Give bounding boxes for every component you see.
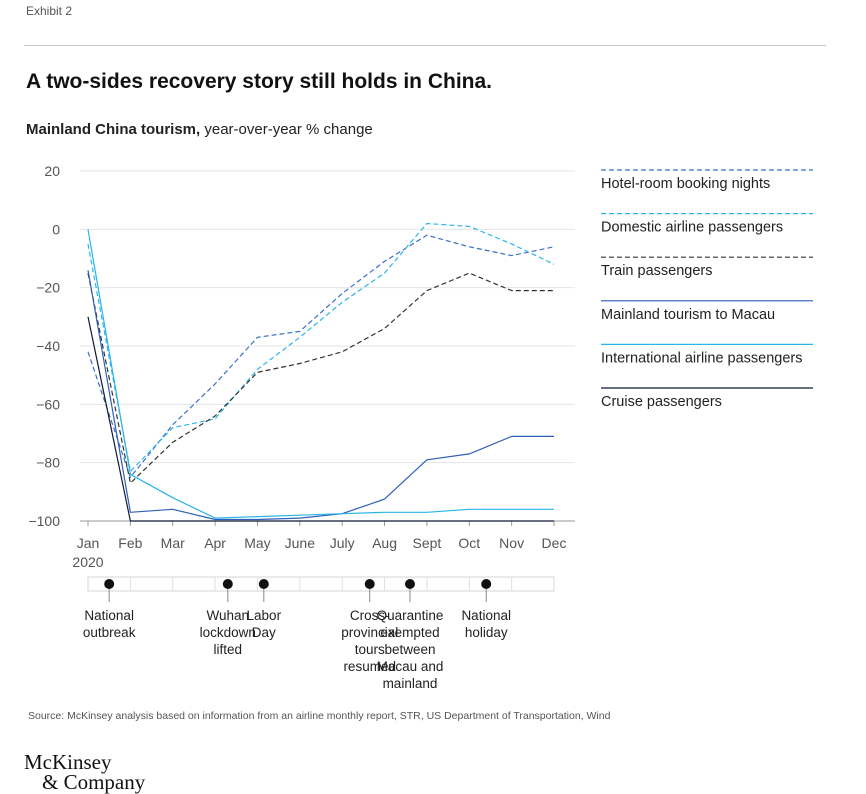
series-line xyxy=(87,222,555,472)
series-line xyxy=(87,272,554,484)
timeline-strip xyxy=(87,576,555,592)
timeline-event-dot xyxy=(258,579,269,589)
timeline-event-label: Cross- xyxy=(350,608,390,623)
timeline-event-label: provincial xyxy=(341,625,398,640)
x-tick-label: Feb xyxy=(118,535,142,551)
timeline-event-label: tours xyxy=(355,642,385,657)
timeline-event-dot xyxy=(404,579,415,589)
y-tick-label: −80 xyxy=(36,455,60,471)
x-tick-label: Apr xyxy=(204,535,226,551)
x-tick-label: July xyxy=(330,535,355,551)
timeline-event-label: lifted xyxy=(214,642,243,657)
timeline-event-label: mainland xyxy=(383,676,438,691)
timeline-event-label: outbreak xyxy=(83,625,136,640)
legend-label: Mainland tourism to Macau xyxy=(601,307,775,323)
timeline-event-label: Wuhan xyxy=(207,608,250,623)
timeline-event-label: National xyxy=(84,608,134,623)
y-tick-label: 20 xyxy=(44,163,60,179)
mckinsey-logo: McKinsey & Company xyxy=(24,750,146,794)
series-line xyxy=(87,229,554,519)
x-tick-label: Dec xyxy=(542,535,567,551)
x-tick-label: Sept xyxy=(413,535,442,551)
top-divider xyxy=(24,45,826,46)
series-line xyxy=(87,270,554,521)
x-tick-label: Jan xyxy=(77,535,100,551)
x-tick-label: Aug xyxy=(372,535,397,551)
legend-label: Train passengers xyxy=(601,263,713,279)
timeline-event-label: holiday xyxy=(465,625,508,640)
y-tick-label: −40 xyxy=(36,338,60,354)
x-year-label: 2020 xyxy=(72,554,103,570)
y-tick-label: −20 xyxy=(36,280,60,296)
timeline-event-label: Quarantine xyxy=(377,608,444,623)
logo-line-2: & Company xyxy=(42,770,146,794)
x-tick-label: May xyxy=(244,535,270,551)
series-line xyxy=(87,234,555,478)
timeline-event-label: Day xyxy=(252,625,276,640)
timeline-event-dot xyxy=(481,579,492,589)
legend-label: Hotel-room booking nights xyxy=(601,176,770,192)
timeline-event-dot xyxy=(222,579,233,589)
line-chart: 20 0 −20 −40 −60 −80 −100 Jan Feb Mar Apr May June Ju… xyxy=(28,163,813,691)
chart-headline: A two-sides recovery story still holds i… xyxy=(26,70,492,93)
legend-label: Cruise passengers xyxy=(601,394,722,410)
timeline-event-label: resumed xyxy=(343,659,396,674)
y-tick-label: 0 xyxy=(52,221,60,237)
x-tick-label: June xyxy=(285,535,316,551)
legend-label: Domestic airline passengers xyxy=(601,220,783,236)
chart-subtitle: Mainland China tourism, year-over-year %… xyxy=(26,121,373,138)
timeline-event-label: exempted xyxy=(380,625,439,640)
x-tick-label: Mar xyxy=(161,535,185,551)
timeline-event-label: Labor xyxy=(247,608,282,623)
subtitle-rest: year-over-year % change xyxy=(200,121,373,138)
source-note: Source: McKinsey analysis based on infor… xyxy=(28,710,611,722)
legend-label: International airline passengers xyxy=(601,350,803,366)
y-tick-label: −60 xyxy=(36,396,60,412)
y-tick-label: −100 xyxy=(28,513,60,529)
timeline-event-label: between xyxy=(384,642,435,657)
timeline-event-label: Macau and xyxy=(377,659,444,674)
logo-line-1: McKinsey xyxy=(24,750,112,774)
x-tick-label: Oct xyxy=(458,535,480,551)
exhibit-label: Exhibit 2 xyxy=(26,4,73,18)
subtitle-bold: Mainland China tourism, xyxy=(26,121,201,138)
x-tick-label: Nov xyxy=(499,535,524,551)
series-line xyxy=(87,316,554,522)
timeline-event-label: lockdown xyxy=(200,625,256,640)
timeline-event-dot xyxy=(364,579,375,589)
timeline-event-dot xyxy=(104,579,115,589)
timeline-event-label: National xyxy=(461,608,511,623)
